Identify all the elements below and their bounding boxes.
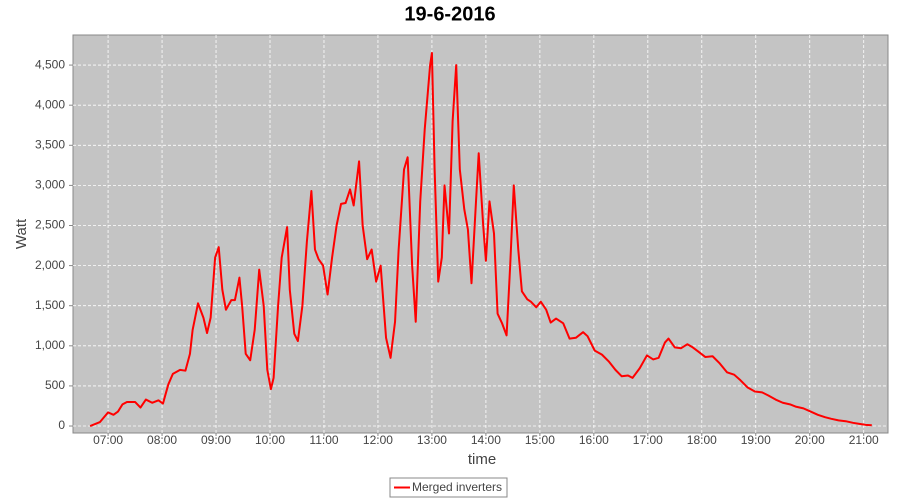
y-tick-label: 3,500 <box>35 137 65 151</box>
x-tick-label: 13:00 <box>417 433 447 447</box>
x-tick-label: 08:00 <box>147 433 177 447</box>
x-tick-label: 10:00 <box>255 433 285 447</box>
y-tick-label: 3,000 <box>35 178 65 192</box>
legend-box <box>389 477 508 498</box>
x-tick-label: 14:00 <box>471 433 501 447</box>
legend-label: Merged inverters <box>412 480 502 494</box>
y-tick-label: 4,000 <box>35 97 65 111</box>
y-tick-label: 2,000 <box>35 258 65 272</box>
x-tick-label: 19:00 <box>741 433 771 447</box>
x-tick-label: 07:00 <box>93 433 123 447</box>
x-tick-label: 15:00 <box>525 433 555 447</box>
data-line <box>89 52 872 427</box>
x-tick-label: 12:00 <box>363 433 393 447</box>
x-tick-label: 09:00 <box>201 433 231 447</box>
x-tick-label: 11:00 <box>309 433 338 447</box>
x-tick-label: 21:00 <box>849 433 879 447</box>
y-tick-label: 4,500 <box>35 57 65 71</box>
x-axis-label: time <box>468 451 496 468</box>
y-tick-label: 1,000 <box>35 338 65 352</box>
y-tick-label: 2,500 <box>35 218 65 232</box>
plot-area <box>72 34 889 434</box>
y-tick-label: 0 <box>58 418 65 432</box>
chart-title: 19-6-2016 <box>404 3 495 25</box>
x-tick-label: 16:00 <box>579 433 609 447</box>
x-tick-label: 18:00 <box>687 433 717 447</box>
x-tick-label: 17:00 <box>633 433 663 447</box>
y-axis-label: Watt <box>13 218 30 249</box>
legend: Merged inverters <box>389 477 508 498</box>
x-tick-label: 20:00 <box>795 433 825 447</box>
y-tick-label: 500 <box>45 378 65 392</box>
y-tick-label: 1,500 <box>35 298 65 312</box>
